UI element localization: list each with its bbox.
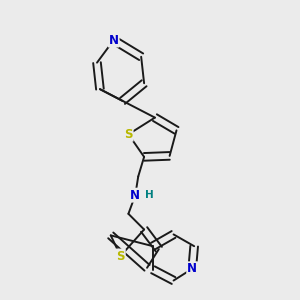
Text: N: N xyxy=(109,34,119,46)
Text: S: S xyxy=(116,250,125,262)
Text: N: N xyxy=(130,189,140,202)
Text: S: S xyxy=(124,128,133,141)
Text: N: N xyxy=(187,262,197,275)
Text: H: H xyxy=(145,190,154,200)
